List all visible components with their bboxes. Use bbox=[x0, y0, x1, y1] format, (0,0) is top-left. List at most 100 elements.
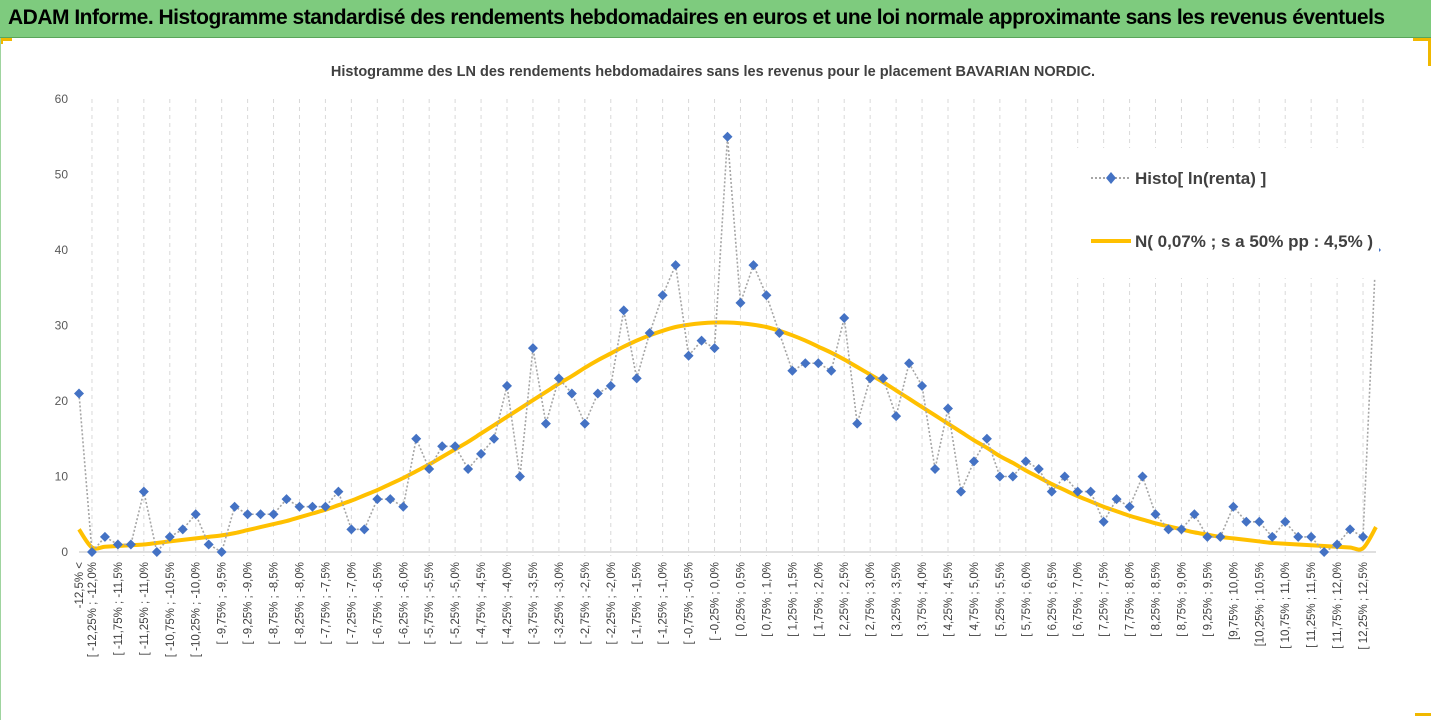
histo-point bbox=[774, 328, 785, 339]
histo-point bbox=[385, 494, 396, 505]
x-tick-label: [ 2,75% ; 3,0% bbox=[865, 562, 877, 637]
x-tick-label: [ -4,75% ; -4,5% bbox=[476, 562, 488, 644]
histo-point bbox=[800, 358, 811, 369]
histo-point bbox=[1150, 509, 1161, 520]
histo-point bbox=[112, 539, 123, 550]
histo-point bbox=[553, 373, 564, 384]
histo-point bbox=[411, 433, 422, 444]
histo-point bbox=[865, 373, 876, 384]
chart-title: Histogramme des LN des rendements hebdom… bbox=[331, 64, 1095, 80]
x-tick-label: [ -8,25% ; -8,0% bbox=[294, 562, 306, 644]
histo-point bbox=[502, 380, 513, 391]
x-tick-label: [ 8,25% ; 8,5% bbox=[1151, 562, 1163, 637]
histo-point bbox=[476, 448, 487, 459]
histo-point bbox=[1293, 531, 1304, 542]
legend-histo-marker-swatch bbox=[1106, 172, 1116, 184]
histo-point bbox=[826, 365, 837, 376]
histo-point bbox=[164, 531, 175, 542]
x-tick-label: [ -7,75% ; -7,5% bbox=[320, 562, 332, 644]
histo-point bbox=[489, 433, 500, 444]
x-tick-label: [ -0,75% ; -0,5% bbox=[684, 562, 696, 644]
x-tick-label: [ 0,25% ; 0,5% bbox=[735, 562, 747, 637]
x-tick-label: [ 9,25% ; 9,5% bbox=[1202, 562, 1214, 637]
x-tick-label: [ 0,75% ; 1,0% bbox=[761, 562, 773, 637]
histo-point bbox=[1072, 486, 1083, 497]
x-tick-label: [ 3,75% ; 4,0% bbox=[917, 562, 929, 637]
histo-point bbox=[1059, 471, 1070, 482]
histo-point bbox=[981, 433, 992, 444]
y-tick-label: 20 bbox=[55, 394, 69, 408]
y-tick-label: 0 bbox=[61, 545, 68, 559]
histo-point bbox=[994, 471, 1005, 482]
histo-point bbox=[579, 418, 590, 429]
histo-point bbox=[566, 388, 577, 399]
x-tick-label: [ 5,75% ; 6,0% bbox=[1021, 562, 1033, 637]
x-tick-label: [ 3,25% ; 3,5% bbox=[891, 562, 903, 637]
histo-point bbox=[1189, 509, 1200, 520]
chart-legend: Histo[ ln(renta) ] N( 0,07% ; s a 50% pp… bbox=[1059, 148, 1379, 278]
histo-point bbox=[605, 380, 616, 391]
x-tick-label: [ 1,25% ; 1,5% bbox=[787, 562, 799, 637]
x-tick-label: [ 4,75% ; 5,0% bbox=[969, 562, 981, 637]
histo-point bbox=[1254, 516, 1265, 527]
histo-point bbox=[1332, 539, 1343, 550]
x-tick-label: [10,25% ; 10,5% bbox=[1254, 562, 1266, 646]
x-tick-label: [ -5,75% ; -5,5% bbox=[424, 562, 436, 644]
x-tick-label: [ -3,25% ; -3,0% bbox=[554, 562, 566, 644]
y-axis: 0 10 20 30 40 50 60 bbox=[55, 92, 69, 559]
histo-point bbox=[138, 486, 149, 497]
y-tick-label: 10 bbox=[55, 470, 69, 484]
histo-point bbox=[527, 343, 538, 354]
histo-point bbox=[1176, 524, 1187, 535]
histo-point bbox=[1020, 456, 1031, 467]
histo-point bbox=[372, 494, 383, 505]
x-tick-label: [ -7,25% ; -7,0% bbox=[346, 562, 358, 644]
report-banner: ADAM Informe. Histogramme standardisé de… bbox=[0, 0, 1431, 38]
histo-point bbox=[878, 373, 889, 384]
x-tick-label: [ 7,25% ; 7,5% bbox=[1099, 562, 1111, 637]
x-tick-label: [ 11,25% ; 11,5% bbox=[1306, 562, 1318, 648]
histo-point bbox=[229, 501, 240, 512]
histo-point bbox=[1280, 516, 1291, 527]
histo-point bbox=[813, 358, 824, 369]
histo-point bbox=[1033, 463, 1044, 474]
x-tick-label: [ 12,25% ; 12,5% bbox=[1358, 562, 1370, 650]
x-tick-label: [ 8,75% ; 9,0% bbox=[1176, 562, 1188, 637]
x-tick-label: [ -1,75% ; -1,5% bbox=[632, 562, 644, 644]
y-tick-label: 60 bbox=[55, 92, 69, 106]
x-tick-label: [ 11,75% ; 12,0% bbox=[1332, 562, 1344, 649]
histo-point bbox=[968, 456, 979, 467]
x-tick-label: [ -9,75% ; -9,5% bbox=[217, 562, 229, 644]
histo-point bbox=[1137, 471, 1148, 482]
histo-point bbox=[1163, 524, 1174, 535]
histo-point bbox=[852, 418, 863, 429]
x-tick-label: [ -2,25% ; -2,0% bbox=[606, 562, 618, 644]
histo-point bbox=[242, 509, 253, 520]
histo-point bbox=[99, 531, 110, 542]
histo-point bbox=[1319, 547, 1330, 557]
x-tick-label: [ -11,75% ; -11,5% bbox=[113, 562, 125, 656]
histo-point bbox=[203, 539, 214, 550]
histo-point bbox=[1007, 471, 1018, 482]
chart-area: Histogramme des LN des rendements hebdom… bbox=[0, 38, 1431, 720]
x-tick-label: [9,75% ; 10,0% bbox=[1228, 562, 1240, 640]
histo-point bbox=[631, 373, 642, 384]
x-tick-label: [ -2,75% ; -2,5% bbox=[580, 562, 592, 644]
x-tick-label: [ -3,75% ; -3,5% bbox=[528, 562, 540, 644]
histo-point bbox=[618, 305, 629, 316]
y-tick-label: 50 bbox=[55, 168, 69, 182]
histo-point bbox=[787, 365, 798, 376]
chart-svg: Histogramme des LN des rendements hebdom… bbox=[55, 64, 1381, 657]
y-tick-label: 40 bbox=[55, 243, 69, 257]
histo-point bbox=[644, 328, 655, 339]
histo-point bbox=[294, 501, 305, 512]
histo-point bbox=[346, 524, 357, 535]
histo-point bbox=[592, 388, 603, 399]
histo-point bbox=[1345, 524, 1356, 535]
y-tick-label: 30 bbox=[55, 319, 69, 333]
histo-point bbox=[891, 411, 902, 422]
histo-point bbox=[1228, 501, 1239, 512]
x-tick-label: [ -6,75% ; -6,5% bbox=[372, 562, 384, 644]
histo-point bbox=[281, 494, 292, 505]
histo-point bbox=[125, 539, 136, 550]
